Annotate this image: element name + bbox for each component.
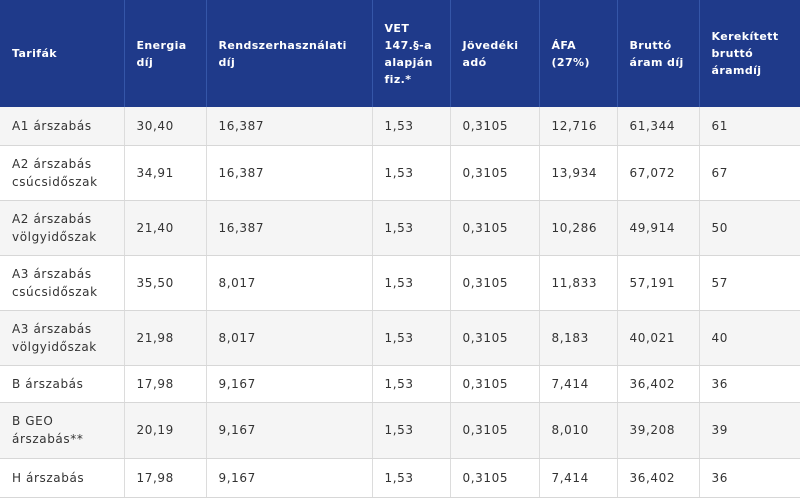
cell-vet: 1,53 [372,145,451,201]
table-row: A1 árszabás 30,40 16,387 1,53 0,3105 12,… [0,107,800,146]
cell-jovedeki-ado: 0,3105 [450,458,540,498]
cell-brutto-aram-dij: 49,914 [617,200,700,256]
cell-vet: 1,53 [372,310,451,366]
cell-afa: 7,414 [539,365,618,403]
cell-vet: 1,53 [372,458,451,498]
cell-afa: 7,414 [539,458,618,498]
cell-energia-dij: 30,40 [124,107,207,146]
cell-energia-dij: 20,19 [124,402,207,459]
cell-energia-dij: 17,98 [124,365,207,403]
cell-tarifa: H árszabás [0,458,125,498]
cell-rendszerhasznalati-dij: 9,167 [206,402,373,459]
cell-vet: 1,53 [372,200,451,256]
cell-vet: 1,53 [372,365,451,403]
table-row: B árszabás 17,98 9,167 1,53 0,3105 7,414… [0,365,800,403]
cell-kerekitett: 40 [699,310,800,366]
cell-jovedeki-ado: 0,3105 [450,365,540,403]
cell-rendszerhasznalati-dij: 16,387 [206,145,373,201]
cell-kerekitett: 57 [699,255,800,311]
table-row: A2 árszabás völgyidőszak 21,40 16,387 1,… [0,200,800,256]
header-kerekitett-brutto: Kerekített bruttó áramdíj [711,30,779,77]
table-row: A2 árszabás csúcsidőszak 34,91 16,387 1,… [0,145,800,201]
table-row: B GEO árszabás** 20,19 9,167 1,53 0,3105… [0,402,800,459]
cell-brutto-aram-dij: 61,344 [617,107,700,146]
cell-tarifa: A2 árszabás csúcsidőszak [0,145,125,201]
cell-brutto-aram-dij: 39,208 [617,402,700,459]
cell-rendszerhasznalati-dij: 9,167 [206,365,373,403]
cell-afa: 13,934 [539,145,618,201]
header-jovedeki-ado: Jövedéki adó [450,0,540,107]
cell-jovedeki-ado: 0,3105 [450,200,540,256]
cell-brutto-aram-dij: 36,402 [617,365,700,403]
cell-jovedeki-ado: 0,3105 [450,310,540,366]
cell-tarifa: B GEO árszabás** [0,402,125,459]
table-row: H árszabás 17,98 9,167 1,53 0,3105 7,414… [0,458,800,498]
cell-energia-dij: 21,98 [124,310,207,366]
header-tarifak: Tarifák [0,0,125,107]
cell-rendszerhasznalati-dij: 9,167 [206,458,373,498]
cell-kerekitett: 61 [699,107,800,146]
cell-kerekitett: 50 [699,200,800,256]
cell-rendszerhasznalati-dij: 16,387 [206,200,373,256]
cell-jovedeki-ado: 0,3105 [450,107,540,146]
cell-energia-dij: 35,50 [124,255,207,311]
cell-kerekitett: 36 [699,458,800,498]
cell-tarifa: A3 árszabás völgyidőszak [0,310,125,366]
cell-rendszerhasznalati-dij: 16,387 [206,107,373,146]
cell-brutto-aram-dij: 40,021 [617,310,700,366]
header-brutto-aram-dij: Bruttó áram díj [617,0,700,107]
table-row: A3 árszabás völgyidőszak 21,98 8,017 1,5… [0,310,800,366]
cell-tarifa: A1 árszabás [0,107,125,146]
table-row: A3 árszabás csúcsidőszak 35,50 8,017 1,5… [0,255,800,311]
cell-vet: 1,53 [372,107,451,146]
cell-brutto-aram-dij: 67,072 [617,145,700,201]
header-rendszerhasznalati-dij: Rendszerhasználati díj [206,0,373,107]
cell-vet: 1,53 [372,255,451,311]
cell-jovedeki-ado: 0,3105 [450,255,540,311]
cell-brutto-aram-dij: 36,402 [617,458,700,498]
cell-jovedeki-ado: 0,3105 [450,402,540,459]
cell-afa: 8,010 [539,402,618,459]
cell-rendszerhasznalati-dij: 8,017 [206,255,373,311]
table-header-row: Tarifák Energia díj Rendszerhasználati d… [0,0,800,107]
cell-tarifa: B árszabás [0,365,125,403]
header-energia-dij: Energia díj [124,0,207,107]
cell-kerekitett: 39 [699,402,800,459]
cell-kerekitett: 67 [699,145,800,201]
cell-energia-dij: 17,98 [124,458,207,498]
header-vet: VET 147.§-a alapján fiz.* [372,0,451,107]
cell-energia-dij: 21,40 [124,200,207,256]
cell-rendszerhasznalati-dij: 8,017 [206,310,373,366]
cell-kerekitett: 36 [699,365,800,403]
header-afa: ÁFA (27%) [539,0,618,107]
cell-vet: 1,53 [372,402,451,459]
cell-afa: 8,183 [539,310,618,366]
cell-tarifa: A3 árszabás csúcsidőszak [0,255,125,311]
cell-afa: 12,716 [539,107,618,146]
cell-tarifa: A2 árszabás völgyidőszak [0,200,125,256]
cell-afa: 10,286 [539,200,618,256]
cell-brutto-aram-dij: 57,191 [617,255,700,311]
cell-afa: 11,833 [539,255,618,311]
cell-energia-dij: 34,91 [124,145,207,201]
cell-jovedeki-ado: 0,3105 [450,145,540,201]
